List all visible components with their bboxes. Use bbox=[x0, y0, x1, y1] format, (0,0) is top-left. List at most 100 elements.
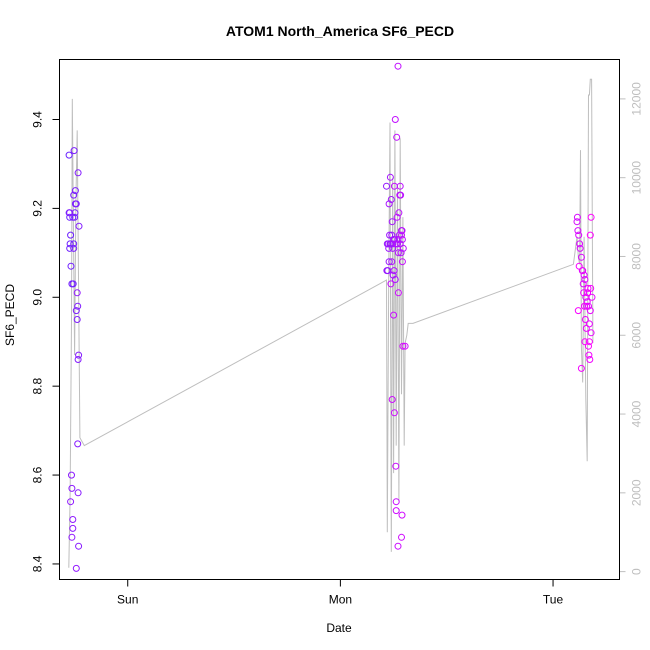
data-point bbox=[390, 182, 398, 190]
data-point bbox=[391, 116, 399, 123]
data-point bbox=[586, 307, 594, 315]
data-point bbox=[393, 213, 401, 221]
data-point bbox=[74, 302, 82, 310]
data-point bbox=[579, 280, 587, 288]
data-point bbox=[73, 289, 81, 297]
data-point bbox=[576, 244, 584, 252]
y-tick-label: 8.8 bbox=[31, 378, 45, 395]
data-point bbox=[69, 524, 77, 532]
data-point bbox=[585, 338, 593, 346]
data-point bbox=[72, 200, 80, 208]
y-axis-label: SF6_PECD bbox=[3, 284, 17, 346]
data-point bbox=[71, 187, 79, 195]
data-point bbox=[581, 316, 589, 323]
data-point bbox=[584, 284, 592, 292]
data-point bbox=[394, 236, 402, 243]
data-point bbox=[395, 209, 403, 217]
data-point bbox=[388, 218, 396, 226]
data-point bbox=[68, 533, 76, 541]
data-point bbox=[66, 244, 74, 252]
secondary-series-line bbox=[68, 78, 594, 568]
data-point bbox=[579, 267, 587, 275]
data-point bbox=[388, 258, 396, 266]
data-point bbox=[394, 542, 402, 550]
data-point bbox=[585, 351, 593, 359]
data-point bbox=[383, 182, 390, 190]
y-tick-label: 9.4 bbox=[31, 111, 45, 128]
data-point bbox=[67, 231, 75, 239]
data-point bbox=[394, 240, 401, 248]
data-point bbox=[573, 213, 581, 221]
data-point bbox=[399, 342, 407, 350]
y2-tick-label: 6000 bbox=[630, 322, 644, 349]
data-point bbox=[389, 240, 397, 248]
data-point bbox=[67, 262, 75, 270]
data-point bbox=[70, 240, 78, 248]
data-point bbox=[394, 62, 402, 70]
y2-tick-label: 2000 bbox=[630, 479, 644, 506]
data-point bbox=[70, 147, 78, 155]
y2-tick-label: 8000 bbox=[630, 243, 644, 270]
data-point bbox=[390, 409, 398, 417]
data-point bbox=[398, 236, 406, 243]
data-point bbox=[573, 218, 581, 226]
data-point bbox=[586, 231, 594, 239]
data-point bbox=[66, 213, 74, 221]
data-point bbox=[398, 511, 406, 519]
data-point bbox=[576, 240, 584, 248]
data-point bbox=[401, 342, 409, 350]
y-tick-label: 8.6 bbox=[31, 466, 45, 483]
y-tick-label: 9.2 bbox=[31, 200, 45, 217]
data-point bbox=[71, 209, 79, 217]
data-point bbox=[387, 196, 395, 203]
data-point bbox=[398, 231, 405, 239]
data-point bbox=[75, 351, 83, 359]
y-tick-label: 9.0 bbox=[31, 289, 45, 306]
data-point bbox=[386, 173, 394, 181]
data-point bbox=[68, 471, 75, 479]
data-point bbox=[386, 231, 394, 239]
data-point bbox=[397, 249, 405, 257]
data-point bbox=[385, 200, 393, 208]
data-point bbox=[394, 249, 402, 257]
data-point bbox=[585, 342, 592, 350]
data-point bbox=[74, 489, 82, 497]
data-point bbox=[394, 289, 402, 297]
data-point bbox=[67, 498, 75, 506]
data-point bbox=[389, 271, 397, 279]
y2-tick-label: 0 bbox=[630, 568, 644, 575]
data-point bbox=[389, 244, 397, 252]
data-point bbox=[399, 244, 407, 252]
data-point bbox=[580, 289, 588, 297]
data-point bbox=[385, 258, 393, 266]
data-point bbox=[577, 253, 585, 261]
data-point bbox=[587, 213, 595, 221]
y2-tick-label: 10000 bbox=[630, 161, 644, 195]
data-point bbox=[72, 564, 80, 572]
data-point bbox=[388, 396, 396, 403]
y2-tick-label: 4000 bbox=[630, 400, 644, 427]
data-point bbox=[74, 169, 82, 177]
data-point bbox=[581, 338, 589, 346]
data-point bbox=[383, 240, 391, 248]
data-point bbox=[392, 462, 400, 470]
data-point bbox=[575, 262, 583, 270]
data-point bbox=[70, 191, 78, 199]
plot-area: Sun Mon Tue 8.4 8.6 8.8 9.0 9.2 9.4 0 2000 4000 6000… bbox=[31, 62, 644, 607]
chart-title: ATOM1 North_America SF6_PECD bbox=[226, 23, 454, 39]
x-tick-label: Mon bbox=[329, 593, 352, 607]
data-point bbox=[70, 244, 78, 252]
data-point bbox=[396, 191, 404, 199]
data-point bbox=[392, 498, 400, 506]
data-point bbox=[588, 293, 596, 301]
data-point bbox=[581, 302, 588, 310]
data-point bbox=[69, 516, 77, 523]
data-point bbox=[580, 271, 588, 279]
y2-tick-label: 12000 bbox=[630, 82, 644, 116]
data-point bbox=[582, 324, 590, 332]
data-point bbox=[586, 356, 594, 363]
plot-frame bbox=[59, 59, 620, 580]
data-point bbox=[574, 227, 582, 235]
data-point bbox=[581, 276, 589, 283]
